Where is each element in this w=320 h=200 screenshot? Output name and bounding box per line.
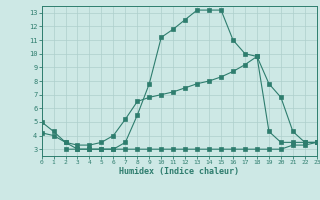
X-axis label: Humidex (Indice chaleur): Humidex (Indice chaleur) — [119, 167, 239, 176]
